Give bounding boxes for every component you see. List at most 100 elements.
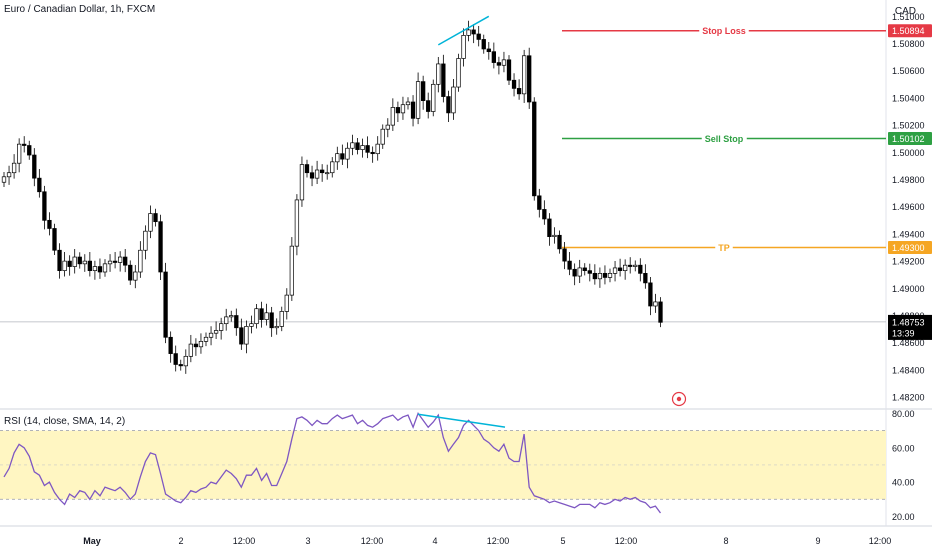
event-marker-icon <box>671 391 687 407</box>
candle-down <box>617 267 623 271</box>
candle-down <box>320 169 325 174</box>
price-tick-label: 1.49400 <box>892 229 925 239</box>
price-tick-label: 1.48200 <box>892 393 925 403</box>
time-tick-label: May <box>83 536 101 546</box>
candle-up <box>183 355 188 367</box>
candle-down <box>648 282 653 307</box>
candle-up <box>577 267 582 277</box>
chart-title: Euro / Canadian Dollar, 1h, FXCM <box>4 4 156 15</box>
candle-down <box>471 29 476 35</box>
rsi-tick-label: 80.00 <box>892 409 915 419</box>
time-tick-label: 2 <box>178 536 183 546</box>
candle-down <box>527 55 532 103</box>
candle-down <box>42 191 47 221</box>
candle-up <box>92 266 98 271</box>
candle-down <box>355 142 360 150</box>
candle-down <box>97 266 103 273</box>
level-label-bg <box>699 25 749 38</box>
level-label-bg <box>715 242 733 255</box>
candle-down <box>259 308 264 320</box>
candle-up <box>229 315 234 318</box>
price-tick-label: 1.50400 <box>892 93 925 103</box>
candle-up <box>299 164 305 201</box>
candle-up <box>198 341 204 348</box>
candle-down <box>486 48 491 53</box>
candle-down <box>506 59 512 81</box>
candle-down <box>410 101 416 119</box>
time-tick-label: 3 <box>305 536 310 546</box>
candle-down <box>446 96 451 114</box>
candle-down <box>476 33 481 40</box>
price-tick-label: 1.49200 <box>892 257 925 267</box>
time-tick-label: 12:00 <box>361 536 384 546</box>
candle-up <box>203 336 209 342</box>
time-tick-label: 12:00 <box>233 536 256 546</box>
candle-down <box>587 270 592 274</box>
candle-up <box>335 153 340 163</box>
candle-up <box>102 263 108 273</box>
candle-down <box>158 221 163 273</box>
price-divergence-line <box>437 15 490 46</box>
candle-down <box>193 343 199 348</box>
candle-up <box>213 330 219 334</box>
candle-up <box>456 58 461 88</box>
candle-up <box>117 256 123 263</box>
candle-down <box>638 264 643 274</box>
level-label: Sell Stop <box>705 134 744 144</box>
time-tick-label: 12:00 <box>487 536 510 546</box>
candle-up <box>249 323 254 327</box>
rsi-title: RSI (14, close, SMA, 14, 2) <box>4 416 126 427</box>
candle-down <box>643 273 648 284</box>
candle-down <box>239 327 244 345</box>
candle-down <box>582 267 587 271</box>
candle-up <box>390 107 395 126</box>
level-label: TP <box>718 243 730 253</box>
rsi-line <box>3 412 662 514</box>
price-tick-label: 1.50800 <box>892 39 925 49</box>
candle-up <box>415 81 421 119</box>
candle-up <box>431 83 436 112</box>
candle-up <box>294 199 300 247</box>
level-price-text: 1.49300 <box>892 243 925 253</box>
candle-up <box>501 59 507 66</box>
price-tick-label: 1.48600 <box>892 338 925 348</box>
level-label: Stop Loss <box>702 26 746 36</box>
candle-up <box>143 230 148 251</box>
candle-up <box>279 311 284 327</box>
candle-down <box>128 264 133 281</box>
candle-down <box>168 336 173 354</box>
candle-up <box>552 234 557 237</box>
candle-up <box>133 271 138 281</box>
rsi-tick-label: 40.00 <box>892 478 915 488</box>
candle-down <box>395 107 401 114</box>
candle-down <box>441 63 446 97</box>
rsi-tick-label: 20.00 <box>892 512 915 522</box>
price-tick-label: 1.49800 <box>892 175 925 185</box>
candle-up <box>633 264 638 267</box>
candle-up <box>607 273 613 278</box>
candle-down <box>365 145 370 153</box>
price-tick-label: 1.49600 <box>892 202 925 212</box>
candle-up <box>208 332 214 338</box>
candle-up <box>224 316 229 325</box>
candle-up <box>385 124 390 130</box>
candle-down <box>32 154 37 179</box>
time-tick-label: 9 <box>815 536 820 546</box>
candle-up <box>451 86 456 114</box>
candle-down <box>542 209 547 220</box>
candle-up <box>653 301 658 307</box>
candle-down <box>491 51 496 63</box>
last-price-text: 1.48753 <box>892 317 925 327</box>
candle-up <box>62 260 67 271</box>
candle-up <box>360 145 365 150</box>
candle-down <box>123 256 128 266</box>
candle-up <box>254 308 259 325</box>
candle-down <box>557 234 562 250</box>
candle-down <box>153 213 158 223</box>
candle-down <box>67 260 72 267</box>
candle-down <box>537 195 542 210</box>
time-tick-label: 5 <box>560 536 565 546</box>
candle-up <box>521 55 527 95</box>
candle-up <box>188 343 194 357</box>
